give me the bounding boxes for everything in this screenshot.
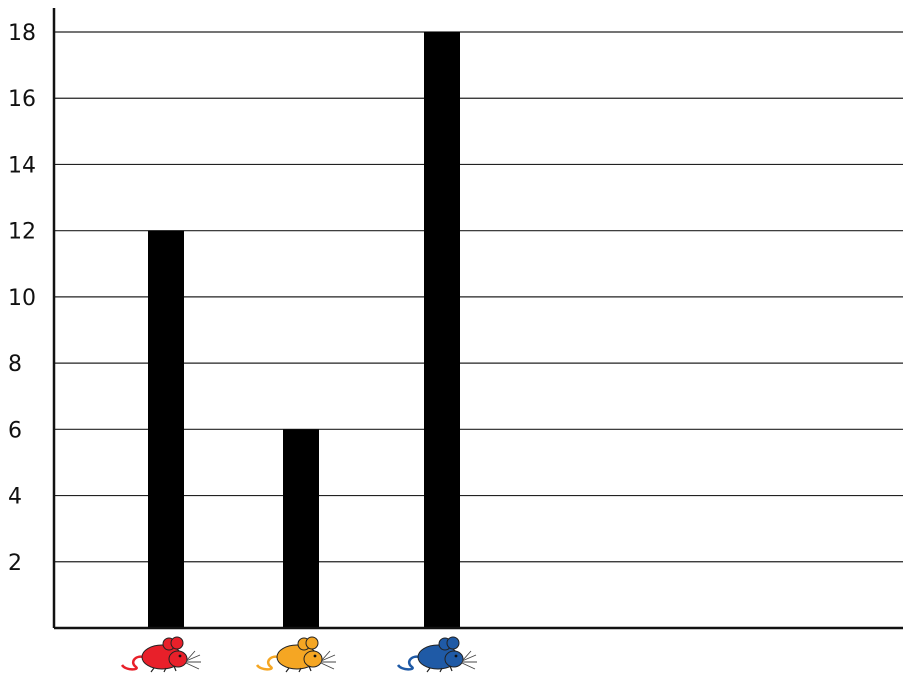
gridlines — [54, 31, 903, 563]
mouse-icon — [255, 636, 336, 673]
bar-3 — [424, 32, 460, 628]
y-tick-label: 8 — [8, 352, 22, 377]
bar-1 — [148, 230, 184, 628]
y-axis-ticks: 2 4 6 8 10 12 14 16 18 — [8, 21, 36, 576]
y-tick-label: 16 — [8, 87, 36, 112]
mouse-icon — [396, 636, 477, 673]
y-tick-label: 12 — [8, 220, 36, 245]
category-icons — [120, 636, 477, 673]
y-tick-label: 4 — [8, 485, 22, 510]
mouse-icon — [120, 636, 201, 673]
y-tick-label: 14 — [8, 153, 36, 178]
y-tick-label: 10 — [8, 286, 36, 311]
y-tick-label: 6 — [8, 418, 22, 443]
y-tick-label: 18 — [8, 21, 36, 46]
bars — [148, 32, 460, 628]
bar-2 — [283, 429, 319, 628]
y-tick-label: 2 — [8, 551, 22, 576]
